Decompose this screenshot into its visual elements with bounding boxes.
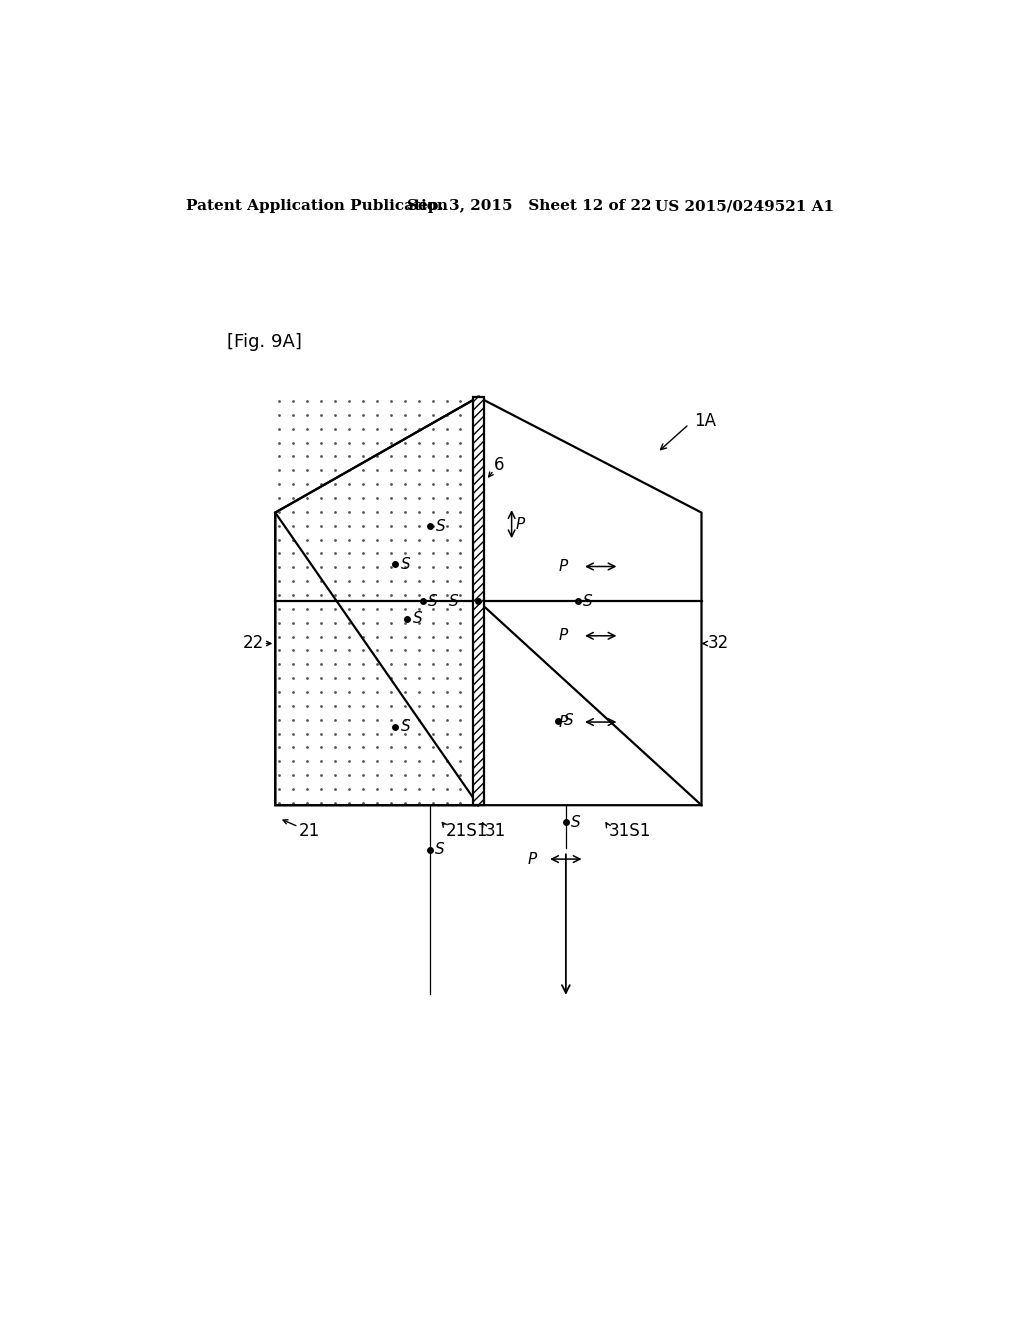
Text: 32: 32: [708, 635, 729, 652]
Text: S: S: [413, 611, 422, 627]
Text: S: S: [428, 594, 437, 609]
Text: S: S: [400, 557, 411, 572]
Text: P: P: [558, 714, 567, 730]
Text: [Fig. 9A]: [Fig. 9A]: [227, 333, 302, 351]
Text: S: S: [435, 842, 444, 858]
Text: Patent Application Publication: Patent Application Publication: [186, 199, 449, 213]
Text: S: S: [583, 594, 593, 609]
Bar: [473, 397, 483, 805]
Polygon shape: [275, 397, 478, 805]
Text: 21S1: 21S1: [445, 822, 488, 841]
Text: 6: 6: [494, 455, 504, 474]
Text: S: S: [570, 814, 581, 830]
Text: P: P: [515, 516, 524, 532]
Text: S: S: [450, 594, 459, 609]
Text: 22: 22: [243, 635, 264, 652]
Text: 21: 21: [299, 822, 319, 841]
Text: S: S: [563, 713, 573, 729]
Text: P: P: [527, 851, 537, 867]
Text: P: P: [558, 628, 567, 643]
Text: 31: 31: [484, 822, 506, 841]
Text: S: S: [400, 719, 411, 734]
Text: P: P: [558, 558, 567, 574]
Text: Sep. 3, 2015   Sheet 12 of 22: Sep. 3, 2015 Sheet 12 of 22: [407, 199, 651, 213]
Text: S: S: [435, 519, 445, 535]
Text: 31S1: 31S1: [608, 822, 651, 841]
Text: US 2015/0249521 A1: US 2015/0249521 A1: [655, 199, 835, 213]
Text: 1A: 1A: [693, 412, 716, 430]
Polygon shape: [478, 397, 701, 805]
